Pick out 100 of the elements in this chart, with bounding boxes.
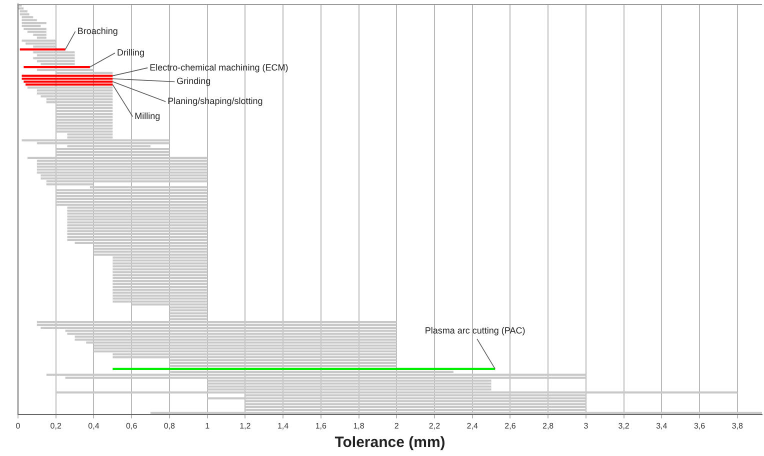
bar	[27, 86, 113, 89]
x-tick-label: 3,6	[694, 421, 706, 430]
bar	[67, 215, 208, 218]
bar	[33, 51, 75, 54]
bar	[67, 218, 208, 221]
x-tick-label: 2,8	[542, 421, 554, 430]
bar	[56, 118, 113, 121]
x-tick-label: 0,2	[50, 421, 62, 430]
bar	[207, 382, 492, 385]
bar	[67, 332, 397, 335]
bar	[74, 338, 397, 341]
bar	[36, 321, 397, 324]
bar	[56, 194, 208, 198]
bar	[169, 364, 397, 368]
bar	[245, 406, 586, 408]
bar	[94, 248, 208, 250]
bar	[67, 238, 208, 242]
bar	[56, 128, 113, 130]
bar	[169, 362, 397, 364]
bar	[36, 54, 75, 56]
bar	[67, 224, 208, 226]
bar	[112, 259, 208, 262]
x-tick-label: 3	[584, 421, 589, 430]
text: Milling	[134, 111, 160, 122]
bar	[22, 40, 56, 42]
bar	[207, 385, 492, 388]
bar	[36, 172, 208, 174]
bar	[67, 227, 208, 230]
bar	[22, 16, 34, 18]
x-tick-label: 1,2	[240, 421, 252, 430]
bar	[22, 22, 46, 24]
bar	[67, 210, 208, 212]
x-tick-label: 1,6	[315, 421, 328, 430]
x-tick-label: 3,8	[732, 421, 744, 430]
bar	[40, 326, 397, 329]
bar	[169, 309, 208, 312]
x-tick-label: 0,4	[88, 421, 100, 430]
bar	[33, 57, 75, 60]
bar	[22, 74, 113, 77]
bar	[27, 156, 208, 159]
bar	[112, 265, 208, 268]
bar	[94, 350, 397, 352]
text: Electro-chemical machining (ECM)	[150, 62, 288, 72]
bar	[112, 294, 208, 297]
bar	[112, 298, 208, 300]
x-tick-label: 1	[205, 421, 210, 430]
bar	[56, 198, 208, 200]
bar	[67, 236, 208, 238]
bar	[112, 286, 208, 288]
bar	[24, 80, 113, 83]
bar	[56, 150, 170, 154]
bar	[112, 277, 208, 280]
bar	[56, 110, 113, 112]
x-tick-label: 1,4	[277, 421, 290, 430]
series-label: Broaching	[77, 26, 118, 36]
text: Drilling	[116, 48, 144, 58]
bar	[36, 60, 75, 62]
bar	[67, 221, 208, 224]
text: Planing/shaping/slotting	[168, 96, 263, 106]
x-tick-label: 3,2	[618, 421, 630, 430]
bar	[36, 324, 397, 326]
bar	[36, 168, 208, 171]
bar	[36, 162, 208, 165]
bar	[27, 30, 46, 33]
bar	[112, 292, 208, 294]
bar	[56, 189, 208, 192]
bar	[67, 230, 208, 232]
x-tick-label: 1,8	[353, 421, 365, 430]
bar	[94, 254, 208, 256]
bar	[67, 212, 208, 215]
bar	[112, 300, 208, 303]
bar	[112, 356, 397, 358]
bar	[24, 28, 46, 30]
bar	[112, 262, 208, 264]
bar	[22, 78, 113, 80]
bar	[94, 347, 397, 350]
bar	[112, 271, 208, 274]
bar	[24, 66, 90, 68]
x-tick-label: 2,6	[504, 421, 516, 430]
x-tick-label: 2	[394, 421, 400, 430]
bar	[56, 391, 738, 394]
bar	[40, 174, 208, 177]
bar	[150, 412, 762, 414]
text: Grinding	[176, 76, 211, 86]
x-axis-title: Tolerance (mm)	[334, 434, 446, 452]
bar	[22, 139, 170, 142]
x-tick-label: 2,4	[466, 421, 478, 430]
x-tick-label: 3,4	[656, 421, 668, 430]
bar	[26, 84, 113, 86]
bar	[40, 177, 208, 180]
bar	[56, 107, 113, 110]
x-tick-label: 0,6	[126, 421, 138, 430]
bar	[56, 124, 113, 127]
bar	[46, 374, 586, 376]
bar	[112, 274, 208, 276]
bar	[36, 92, 113, 94]
bar	[20, 10, 28, 12]
bar	[56, 200, 208, 203]
bar	[56, 192, 208, 194]
bar	[245, 403, 586, 406]
